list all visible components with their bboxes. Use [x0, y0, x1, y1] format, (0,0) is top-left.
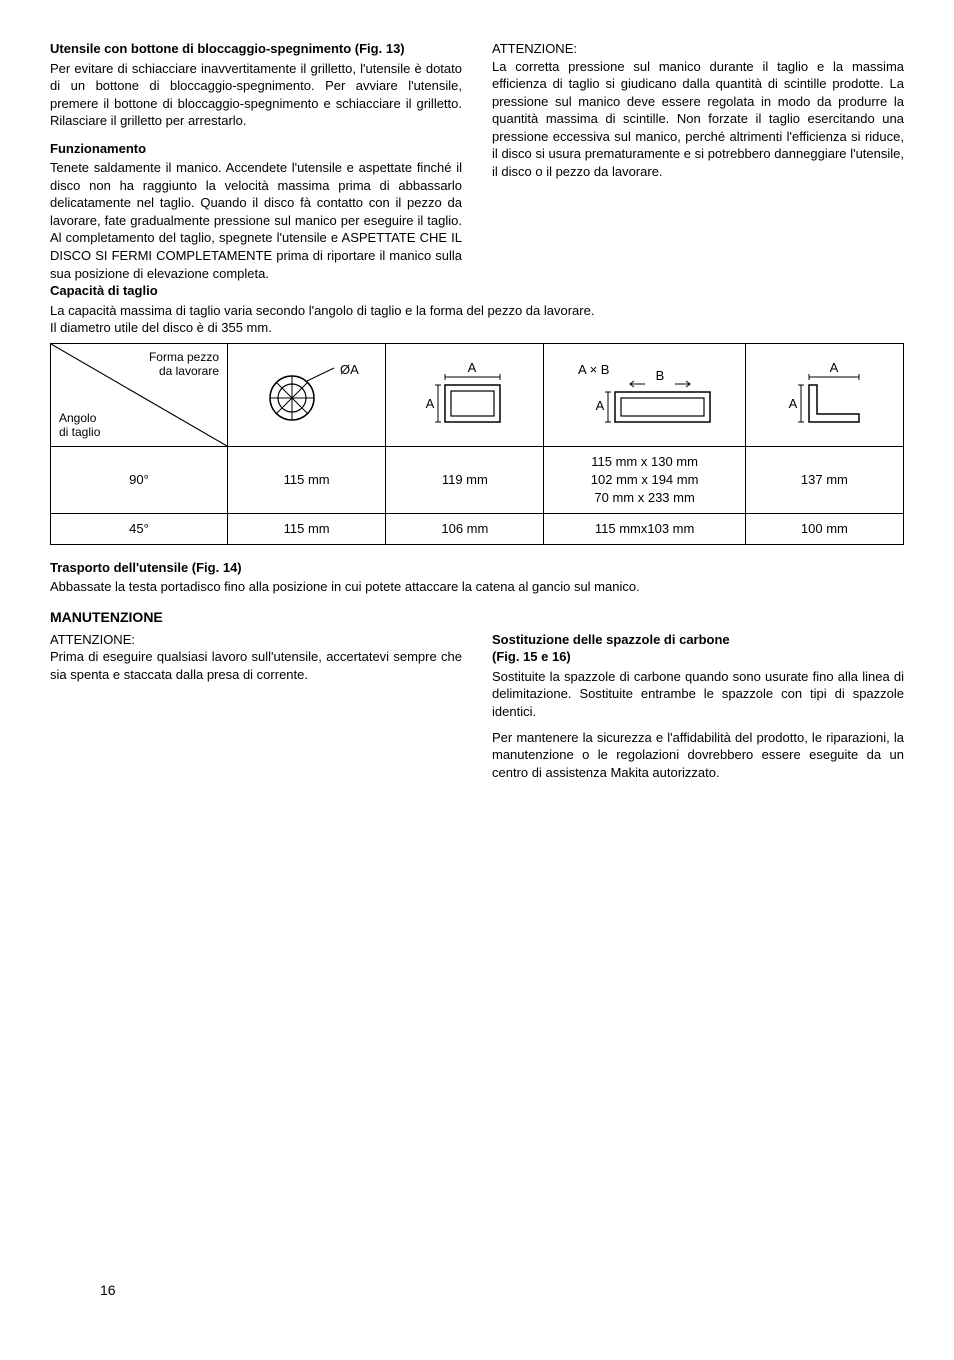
shape-square-tube-cell: A A — [386, 343, 544, 446]
body-text: Tenete saldamente il manico. Accendete l… — [50, 159, 462, 282]
attention-label: ATTENZIONE: — [50, 631, 462, 649]
angle-profile-icon: A A — [759, 360, 889, 430]
dim-label: A — [789, 396, 798, 411]
value-cell: 119 mm — [386, 446, 544, 514]
section-lock-button: Utensile con bottone di bloccaggio-spegn… — [50, 40, 462, 130]
shape-angle-cell: A A — [745, 343, 903, 446]
table-row-header: Forma pezzoda lavorare Angolodi taglio Ø… — [51, 343, 904, 446]
section-title: Utensile con bottone di bloccaggio-spegn… — [50, 40, 462, 58]
lower-columns: ATTENZIONE: Prima di eseguire qualsiasi … — [50, 631, 904, 781]
dim-label: A — [830, 360, 839, 375]
body-text: Prima di eseguire qualsiasi lavoro sull'… — [50, 648, 462, 683]
value-cell: 106 mm — [386, 514, 544, 545]
body-text: La corretta pressione sul manico durante… — [492, 58, 904, 181]
diagonal-header-cell: Forma pezzoda lavorare Angolodi taglio — [51, 343, 228, 446]
capacity-table: Forma pezzoda lavorare Angolodi taglio Ø… — [50, 343, 904, 545]
section-attention: ATTENZIONE: La corretta pressione sul ma… — [492, 40, 904, 180]
shape-round-cell: ØA — [228, 343, 386, 446]
capacity-intro-1: La capacità massima di taglio varia seco… — [50, 302, 904, 320]
section-transport: Trasporto dell'utensile (Fig. 14) Abbass… — [50, 559, 904, 596]
dim-label: A — [595, 398, 604, 413]
attention-label: ATTENZIONE: — [492, 40, 904, 58]
dim-label: A — [426, 396, 435, 411]
header-bottom-label: Angolodi taglio — [59, 411, 100, 440]
value-cell: 115 mm — [228, 446, 386, 514]
angle-cell: 45° — [51, 514, 228, 545]
section-brush-replace: Sostituzione delle spazzole di carbone(F… — [492, 631, 904, 781]
dim-label: B — [655, 368, 664, 383]
header-top-label: Forma pezzoda lavorare — [149, 350, 219, 379]
shape-rect-tube-cell: A × B B A — [544, 343, 745, 446]
value-cell: 115 mmx103 mm — [544, 514, 745, 545]
angle-cell: 90° — [51, 446, 228, 514]
section-title: Sostituzione delle spazzole di carbone(F… — [492, 631, 904, 666]
round-pipe-icon: ØA — [242, 360, 372, 430]
heading-maintenance: MANUTENZIONE — [50, 608, 904, 627]
section-title: Trasporto dell'utensile (Fig. 14) — [50, 559, 904, 577]
page-number: 16 — [100, 1281, 116, 1300]
dim-label: A × B — [578, 362, 609, 377]
section-operation: Funzionamento Tenete saldamente il manic… — [50, 140, 462, 282]
value-cell: 100 mm — [745, 514, 903, 545]
upper-columns: Utensile con bottone di bloccaggio-spegn… — [50, 40, 904, 282]
square-tube-icon: A A — [400, 360, 530, 430]
section-maint-attention: ATTENZIONE: Prima di eseguire qualsiasi … — [50, 631, 462, 684]
dim-label: ØA — [340, 362, 359, 377]
section-capacity: Capacità di taglio La capacità massima d… — [50, 282, 904, 545]
table-row: 90° 115 mm 119 mm 115 mm x 130 mm102 mm … — [51, 446, 904, 514]
body-text: Abbassate la testa portadisco fino alla … — [50, 578, 904, 596]
section-title: Funzionamento — [50, 140, 462, 158]
rect-tube-icon: A × B B A — [560, 360, 730, 430]
value-cell: 115 mm — [228, 514, 386, 545]
dim-label: A — [468, 360, 477, 375]
section-title: Capacità di taglio — [50, 282, 904, 300]
body-text: Sostituite la spazzole di carbone quando… — [492, 668, 904, 721]
body-text: Per mantenere la sicurezza e l'affidabil… — [492, 729, 904, 782]
value-cell: 137 mm — [745, 446, 903, 514]
body-text: Per evitare di schiacciare inavvertitame… — [50, 60, 462, 130]
capacity-intro-2: Il diametro utile del disco è di 355 mm. — [50, 319, 904, 337]
value-cell: 115 mm x 130 mm102 mm x 194 mm70 mm x 23… — [544, 446, 745, 514]
table-row: 45° 115 mm 106 mm 115 mmx103 mm 100 mm — [51, 514, 904, 545]
